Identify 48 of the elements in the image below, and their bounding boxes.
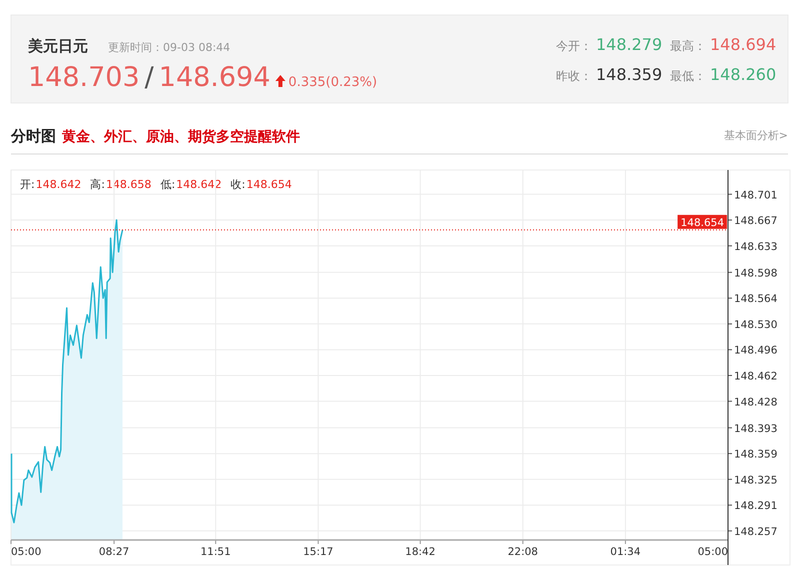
y-tick-label: 148.701 [734,189,778,202]
text: 基本面分析> [724,129,788,142]
y-tick-label: 148.598 [734,267,778,280]
y-tick-label: 148.359 [734,448,778,461]
y-tick-label: 148.393 [734,422,778,435]
annotation: 收: [230,178,246,191]
text: 昨收： [556,69,592,83]
text: 最低： [670,69,706,83]
text: 分时图 [10,127,56,145]
ref-line-label: 148.654 [680,216,724,229]
annotation: 148.654 [246,178,292,191]
y-tick-label: 148.564 [734,293,778,306]
x-tick-label: 15:17 [303,546,334,558]
x-tick-label: 05:00 [11,546,42,558]
y-tick-label: 148.428 [734,396,778,408]
text: 今开： [556,39,592,53]
y-tick-label: 148.325 [734,474,778,486]
text: 0.335(0.23%) [288,75,378,90]
y-tick-label: 148.496 [734,344,778,357]
y-tick-label: 148.462 [734,370,778,382]
text: 148.279 [596,35,662,54]
annotation: 高: [90,178,105,191]
text: 黄金、外汇、原油、期货多空提醒软件 [61,128,300,145]
y-tick-label: 148.633 [734,240,778,253]
text: 148.359 [596,65,662,84]
x-tick-label: 01:34 [610,546,641,558]
annotation: 148.642 [36,178,82,191]
text: 148.694 [158,62,270,93]
annotation: 低: [160,178,176,191]
chart-title: 美元日元 [27,37,88,55]
text: / [144,62,155,93]
y-tick-label: 148.257 [734,526,778,538]
y-tick-label: 148.291 [734,500,778,512]
y-tick-label: 148.667 [734,215,778,228]
text: 148.703 [28,62,140,93]
x-tick-label: 05:00 [698,546,728,558]
x-tick-label: 22:08 [508,546,538,558]
chart-subtitle: 更新时间：09-03 08:44 [108,41,230,54]
text: 最高： [670,39,706,53]
text: 148.260 [710,65,776,84]
x-tick-label: 11:51 [200,546,231,558]
annotation: 开: [20,178,35,191]
y-tick-label: 148.530 [734,318,778,331]
annotation: 148.658 [106,178,152,191]
x-tick-label: 18:42 [405,546,436,558]
text: 148.694 [710,35,776,54]
x-tick-label: 08:27 [98,546,130,558]
annotation: 148.642 [176,178,222,191]
